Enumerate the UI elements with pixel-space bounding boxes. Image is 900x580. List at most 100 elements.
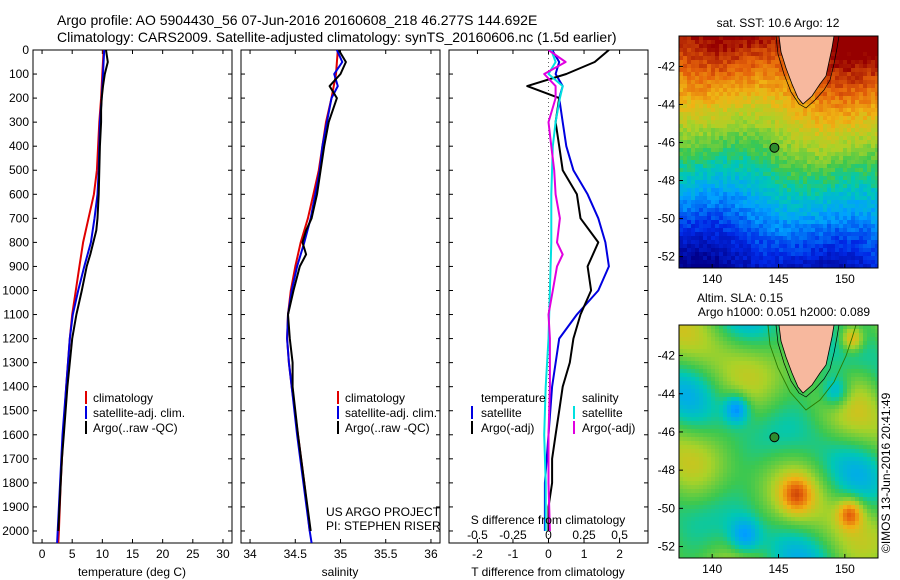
heatmap-cell <box>819 96 824 101</box>
heatmap-cell <box>831 409 836 414</box>
heatmap-cell <box>695 76 700 81</box>
heatmap-cell <box>819 104 824 109</box>
heatmap-cell <box>823 389 828 394</box>
heatmap-cell <box>719 144 724 149</box>
heatmap-cell <box>867 36 872 41</box>
heatmap-cell <box>695 96 700 101</box>
heatmap-cell <box>875 136 878 141</box>
heatmap-cell <box>699 357 704 362</box>
heatmap-cell <box>855 104 860 109</box>
heatmap-cell <box>715 405 720 410</box>
heatmap-cell <box>683 56 688 61</box>
heatmap-cell <box>747 72 752 77</box>
heatmap-cell <box>707 240 712 245</box>
heatmap-cell <box>851 168 856 173</box>
heatmap-cell <box>819 152 824 157</box>
heatmap-cell <box>683 188 688 193</box>
heatmap-cell <box>755 136 760 141</box>
heatmap-cell <box>695 365 700 370</box>
heatmap-cell <box>727 445 732 450</box>
heatmap-cell <box>747 393 752 398</box>
heatmap-cell <box>863 192 868 197</box>
heatmap-cell <box>751 224 756 229</box>
heatmap-cell <box>803 437 808 442</box>
heatmap-cell <box>695 84 700 89</box>
heatmap-cell <box>839 445 844 450</box>
heatmap-cell <box>687 44 692 49</box>
heatmap-cell <box>843 341 848 346</box>
heatmap-cell <box>787 148 792 153</box>
heatmap-cell <box>843 397 848 402</box>
heatmap-cell <box>827 248 832 253</box>
heatmap-cell <box>731 68 736 73</box>
heatmap-cell <box>779 453 784 458</box>
heatmap-cell <box>855 140 860 145</box>
heatmap-cell <box>859 48 864 53</box>
heatmap-cell <box>751 152 756 157</box>
heatmap-cell <box>743 369 748 374</box>
heatmap-cell <box>683 325 688 330</box>
heatmap-cell <box>795 429 800 434</box>
heatmap-cell <box>787 252 792 257</box>
heatmap-cell <box>875 160 878 165</box>
heatmap-cell <box>743 333 748 338</box>
heatmap-cell <box>775 421 780 426</box>
heatmap-cell <box>811 385 816 390</box>
heatmap-cell <box>687 100 692 105</box>
heatmap-cell <box>779 260 784 265</box>
heatmap-cell <box>747 148 752 153</box>
heatmap-cell <box>735 224 740 229</box>
heatmap-cell <box>771 397 776 402</box>
heatmap-cell <box>683 260 688 265</box>
heatmap-cell <box>727 72 732 77</box>
heatmap-cell <box>763 48 768 53</box>
heatmap-cell <box>851 365 856 370</box>
heatmap-cell <box>859 341 864 346</box>
heatmap-cell <box>875 437 878 442</box>
heatmap-cell <box>719 441 724 446</box>
heatmap-cell <box>875 401 878 406</box>
heatmap-cell <box>843 124 848 129</box>
heatmap-cell <box>843 136 848 141</box>
heatmap-cell <box>795 421 800 426</box>
heatmap-cell <box>871 333 876 338</box>
heatmap-cell <box>823 76 828 81</box>
heatmap-cell <box>687 409 692 414</box>
heatmap-cell <box>719 445 724 450</box>
heatmap-cell <box>751 353 756 358</box>
heatmap-cell <box>755 252 760 257</box>
heatmap-cell <box>755 104 760 109</box>
heatmap-cell <box>695 449 700 454</box>
heatmap-cell <box>847 68 852 73</box>
heatmap-cell <box>811 425 816 430</box>
heatmap-cell <box>687 124 692 129</box>
heatmap-cell <box>723 216 728 221</box>
heatmap-cell <box>755 228 760 233</box>
heatmap-cell <box>851 196 856 201</box>
heatmap-cell <box>739 140 744 145</box>
heatmap-cell <box>755 144 760 149</box>
heatmap-cell <box>727 44 732 49</box>
heatmap-cell <box>727 92 732 97</box>
heatmap-cell <box>871 204 876 209</box>
heatmap-cell <box>859 365 864 370</box>
heatmap-cell <box>875 421 878 426</box>
heatmap-cell <box>791 220 796 225</box>
heatmap-cell <box>679 84 684 89</box>
heatmap-cell <box>687 465 692 470</box>
heatmap-cell <box>751 104 756 109</box>
heatmap-cell <box>871 385 876 390</box>
heatmap-cell <box>775 76 780 81</box>
heatmap-cell <box>863 172 868 177</box>
heatmap-cell <box>831 132 836 137</box>
heatmap-cell <box>695 140 700 145</box>
heatmap-cell <box>703 180 708 185</box>
heatmap-cell <box>855 36 860 41</box>
heatmap-cell <box>823 220 828 225</box>
heatmap-cell <box>707 232 712 237</box>
heatmap-cell <box>679 160 684 165</box>
heatmap-cell <box>815 208 820 213</box>
heatmap-cell <box>759 373 764 378</box>
heatmap-cell <box>835 244 840 249</box>
heatmap-cell <box>703 228 708 233</box>
